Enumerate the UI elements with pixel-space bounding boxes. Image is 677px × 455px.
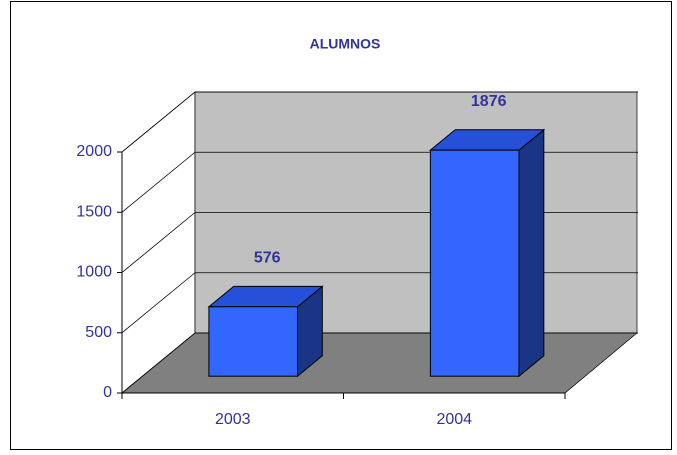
chart-title: ALUMNOS: [310, 36, 381, 52]
x-tick-label: 2003: [215, 411, 251, 428]
bar: [208, 306, 298, 377]
y-tick-label: 0: [103, 384, 112, 401]
bar: [429, 149, 520, 377]
x-tick-label: 2004: [436, 411, 472, 428]
bar-side: [518, 128, 545, 378]
grid-line: [121, 332, 196, 394]
grid-line: [121, 151, 196, 213]
grid-line: [121, 212, 196, 273]
floor: [121, 332, 638, 394]
y-tick-label: 1000: [76, 264, 112, 281]
y-tick-label: 1500: [76, 203, 112, 220]
data-label: 576: [254, 250, 281, 267]
y-tick-label: 2000: [76, 143, 112, 160]
y-tick-label: 500: [85, 324, 112, 341]
data-label: 1876: [471, 93, 507, 110]
grid-line: [121, 272, 196, 334]
grid-line: [121, 91, 196, 153]
